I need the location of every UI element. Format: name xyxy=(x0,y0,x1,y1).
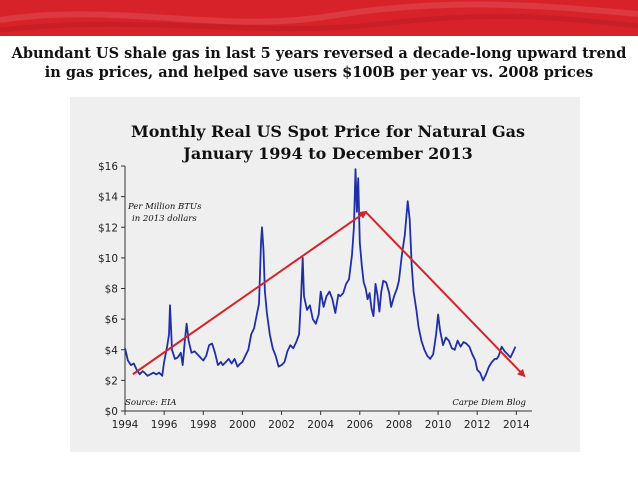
x-tick-label: 2010 xyxy=(425,419,452,431)
y-tick-label: $12 xyxy=(98,222,118,234)
x-tick-label: 1996 xyxy=(151,419,178,431)
x-tick-label: 2004 xyxy=(307,419,334,431)
trend-arrow xyxy=(364,211,526,378)
x-tick-label: 1998 xyxy=(190,419,217,431)
natural-gas-price-chart: Monthly Real US Spot Price for Natural G… xyxy=(98,122,532,431)
price-series-line xyxy=(124,168,517,382)
chart-title: Monthly Real US Spot Price for Natural G… xyxy=(131,122,525,141)
y-tick-label: $0 xyxy=(105,406,118,418)
credit-note: Carpe Diem Blog xyxy=(452,398,526,408)
y-tick-label: $16 xyxy=(98,161,118,173)
chart-panel: Monthly Real US Spot Price for Natural G… xyxy=(70,97,580,452)
banner-wave-decoration xyxy=(0,1,638,33)
headline-line-2: in gas prices, and helped save users $10… xyxy=(44,64,594,81)
header-banner xyxy=(0,0,638,36)
y-tick-label: $14 xyxy=(98,192,118,204)
y-axis-ticks: $0 $2 $4 $6 $8 $10 $12 $14 $16 xyxy=(98,161,125,418)
chart-subtitle: January 1994 to December 2013 xyxy=(181,144,472,163)
y-tick-label: $2 xyxy=(105,375,118,387)
x-tick-label: 2008 xyxy=(386,419,413,431)
y-tick-label: $6 xyxy=(105,314,119,326)
trend-arrow xyxy=(132,210,368,376)
units-note-line-2: in 2013 dollars xyxy=(132,214,197,224)
x-tick-label: 2000 xyxy=(229,419,256,431)
trend-arrows xyxy=(132,210,526,378)
x-tick-label: 2006 xyxy=(346,419,373,431)
headline-line-1: Abundant US shale gas in last 5 years re… xyxy=(11,45,627,62)
y-tick-label: $10 xyxy=(98,253,118,265)
x-axis-ticks: 1994 1996 1998 2000 2002 2004 2006 2008 2010 2012… xyxy=(112,411,530,431)
units-note-line-1: Per Million BTUs xyxy=(127,202,202,212)
x-tick-label: 2012 xyxy=(464,419,491,431)
x-tick-label: 1994 xyxy=(112,419,139,431)
y-tick-label: $8 xyxy=(105,284,118,296)
x-tick-label: 2014 xyxy=(503,419,530,431)
source-note: Source: EIA xyxy=(125,398,177,408)
y-tick-label: $4 xyxy=(105,345,119,357)
headline: Abundant US shale gas in last 5 years re… xyxy=(0,44,638,82)
x-tick-label: 2002 xyxy=(268,419,295,431)
